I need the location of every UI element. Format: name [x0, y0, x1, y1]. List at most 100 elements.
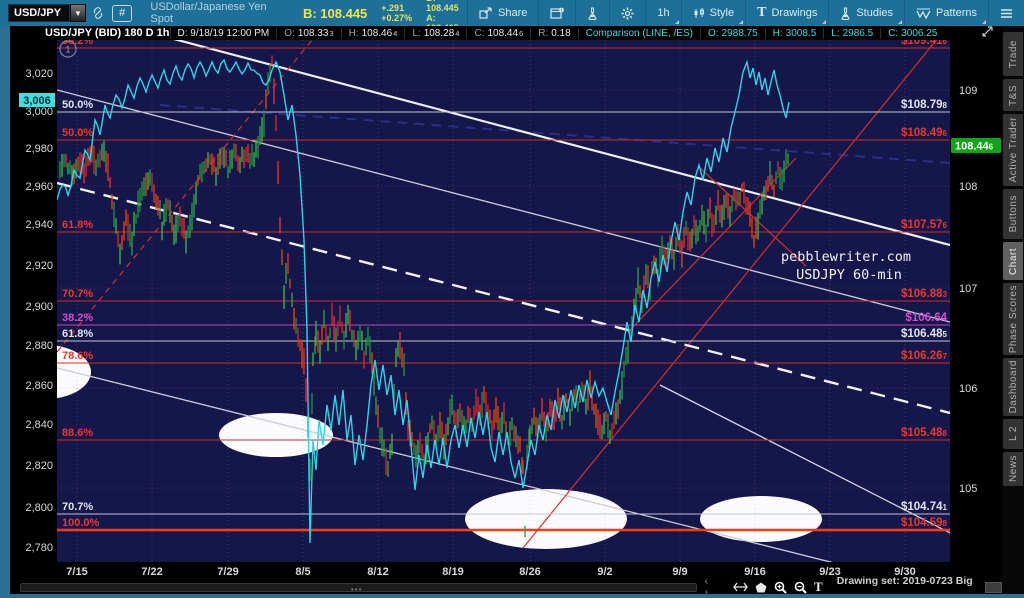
left-axis-tick-label: 3,000 — [25, 106, 53, 118]
comparison-close: C: 3006.25 — [880, 27, 944, 39]
dropdown-corner-icon — [982, 20, 986, 24]
symbol-description: USDollar/Japanese Yen Spot — [150, 1, 267, 25]
sidebar-tab-trade[interactable]: Trade — [1003, 32, 1023, 76]
fib-percent-label: 50.0% — [62, 99, 93, 111]
pan-horizontal-icon[interactable] — [733, 582, 748, 592]
scrollbar-grip[interactable]: ••• — [351, 584, 363, 594]
comparison-open: O: 2988.75 — [699, 27, 765, 39]
timeframe-label: 1h — [657, 7, 670, 19]
patterns-button[interactable]: Patterns — [904, 0, 988, 26]
drawing-anchor-marker[interactable] — [59, 40, 77, 58]
trendline[interactable] — [159, 104, 950, 164]
sidebar-tab-phase-scores[interactable]: Phase Scores — [1003, 283, 1023, 355]
fib-percent-label: 70.7% — [62, 501, 93, 513]
fib-percent-label: 50.0% — [62, 127, 93, 139]
symbol-link-icon[interactable] — [92, 7, 104, 19]
left-axis-tick-label: 2,900 — [25, 301, 53, 313]
ohlc-range: R: 0.18 — [530, 27, 577, 39]
analysis-button[interactable] — [575, 0, 609, 26]
left-axis-tick-label: 2,940 — [25, 219, 53, 231]
x-axis-date-label: 7/22 — [141, 566, 162, 578]
change-stack: +.291 +0.27% — [381, 3, 412, 23]
text-tool-icon[interactable]: T — [814, 579, 823, 594]
left-axis-tick-label: 2,920 — [25, 260, 53, 272]
price-level-label: $106.485 — [901, 328, 948, 340]
drawing-set-menu-button[interactable] — [984, 581, 1002, 593]
settings-button[interactable] — [609, 0, 645, 26]
left-axis-tick-label: 2,960 — [25, 181, 53, 193]
right-axis-tick-label: 106 — [959, 383, 977, 395]
sidebar-tab-l2[interactable]: L 2 — [1003, 419, 1023, 449]
menu-button[interactable] — [988, 0, 1024, 26]
drawing-set-label[interactable]: Drawing set: 2019-0723 Big ... — [836, 575, 973, 598]
x-axis-date-label: 8/26 — [519, 566, 540, 578]
zoom-out-icon[interactable] — [794, 581, 807, 594]
ohlc-open: O: 108.33 3 — [276, 27, 340, 39]
pattern-wave-icon — [916, 8, 931, 19]
trendline[interactable] — [57, 367, 950, 580]
comparison-last-price-box — [19, 93, 55, 107]
gear-icon — [621, 7, 634, 19]
sidebar-tab-buttons[interactable]: Buttons — [1003, 189, 1023, 239]
drawings-button[interactable]: T Drawings — [745, 0, 828, 26]
timeframe-button[interactable]: 1h — [645, 0, 680, 26]
chart-canvas[interactable]: 38.2% $109.416 50.0% $108.798 50.0% $108.496 6… — [10, 40, 1002, 580]
comparison-label[interactable]: Comparison (LINE, /ES) — [577, 27, 700, 39]
x-axis-date-label: 8/5 — [295, 566, 310, 578]
trendline[interactable] — [57, 89, 950, 323]
zoom-in-icon[interactable] — [774, 581, 787, 594]
price-level-label: $106.64 — [905, 312, 947, 324]
pattern-hash-button[interactable]: # — [112, 4, 133, 22]
trendline[interactable] — [57, 40, 313, 353]
left-axis-tick-label: 2,860 — [25, 380, 53, 392]
price-level-label: $106.883 — [901, 288, 948, 300]
scroll-step-arrows[interactable]: ‹ › — [704, 576, 713, 598]
right-axis-tick-label: 109 — [959, 85, 977, 97]
symbol-selector[interactable]: USD/JPY ▼ — [8, 4, 86, 22]
style-button[interactable]: Style — [680, 0, 745, 26]
trendline[interactable] — [659, 384, 958, 537]
dropdown-corner-icon — [898, 20, 903, 24]
x-axis-date-label: 9/16 — [744, 566, 765, 578]
drawing-anchor-label: 1 — [65, 45, 70, 55]
price-level-label: $107.576 — [901, 219, 948, 231]
sidebar-tab-time-and-sales[interactable]: T&S — [1003, 79, 1023, 111]
drawn-ellipse[interactable] — [219, 413, 333, 457]
x-axis-date-label: 7/15 — [66, 566, 87, 578]
trendline[interactable] — [699, 167, 807, 267]
annotation-line1[interactable]: pebblewriter.com — [781, 249, 911, 265]
window-bottom-edge — [0, 594, 1024, 598]
fib-percent-label: 70.7% — [62, 288, 93, 300]
alerts-button[interactable]: ! — [538, 0, 575, 26]
fib-percent-label: 38.2% — [62, 40, 93, 47]
small-bid: B: 108.445 — [426, 0, 459, 13]
time-scrollbar[interactable]: ••• — [20, 582, 697, 594]
sidebar-tab-chart[interactable]: Chart — [1003, 242, 1023, 280]
chart-datetime: D: 9/18/19 12:00 PM — [169, 27, 277, 39]
hamburger-menu-icon — [1001, 8, 1012, 18]
left-axis-tick-label: 2,980 — [25, 143, 53, 155]
x-axis-date-label: 9/2 — [597, 566, 612, 578]
symbol-input[interactable]: USD/JPY — [8, 4, 70, 22]
maximize-chart-icon[interactable] — [982, 26, 994, 40]
sidebar-tab-active-trader[interactable]: Active Trader — [1003, 114, 1023, 186]
sidebar-tab-dashboard[interactable]: Dashboard — [1003, 358, 1023, 416]
ohlc-close: C: 108.44 6 — [466, 27, 530, 39]
drawn-ellipse[interactable] — [700, 496, 822, 542]
left-axis-tick-label: 2,840 — [25, 419, 53, 431]
studies-button[interactable]: Studies — [828, 0, 904, 26]
polygon-tool-icon[interactable] — [755, 582, 767, 593]
trendline[interactable] — [57, 181, 950, 415]
calendar-alert-icon: ! — [550, 7, 565, 19]
trendline[interactable] — [522, 40, 938, 549]
x-axis-date-label: 7/29 — [217, 566, 238, 578]
price-change: +.291 — [381, 3, 405, 13]
sidebar-tab-news[interactable]: News — [1003, 452, 1023, 486]
annotation-line2[interactable]: USDJPY 60-min — [796, 267, 902, 283]
symbol-dropdown-button[interactable]: ▼ — [70, 4, 86, 22]
share-button[interactable]: Share — [467, 0, 538, 26]
x-axis-date-label: 9/30 — [894, 566, 915, 578]
right-axis-tick-label: 105 — [959, 483, 977, 495]
es-comparison-line[interactable] — [57, 58, 790, 544]
share-label: Share — [498, 7, 528, 19]
